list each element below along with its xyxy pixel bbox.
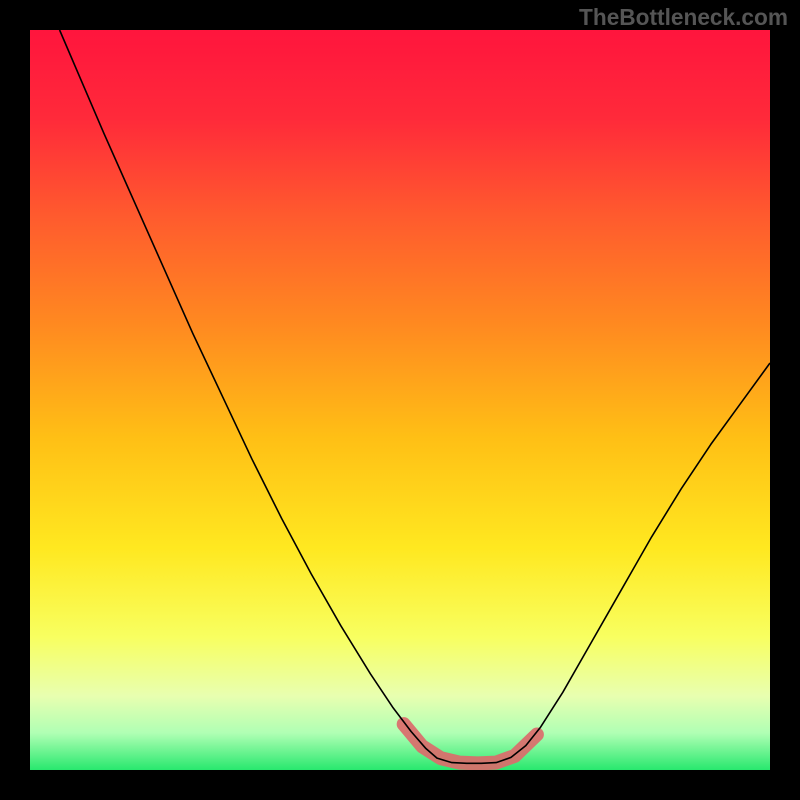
- plot-background: [30, 30, 770, 770]
- chart-container: [0, 0, 800, 800]
- bottleneck-chart: [0, 0, 800, 800]
- attribution-text: TheBottleneck.com: [579, 4, 788, 31]
